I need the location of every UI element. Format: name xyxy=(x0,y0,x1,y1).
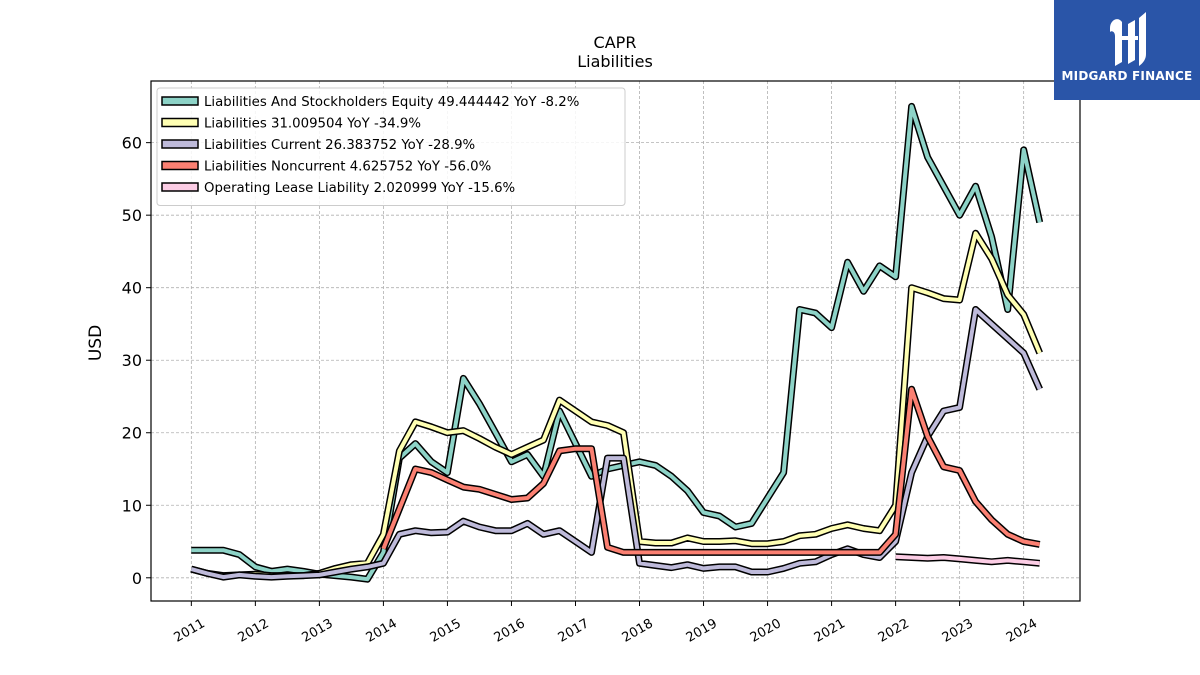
plot-frame xyxy=(150,80,1081,602)
y-tick-label: 60 xyxy=(122,134,142,153)
x-tick-label: 2020 xyxy=(748,616,784,646)
x-tick-label: 2023 xyxy=(940,616,976,646)
legend-label: Liabilities Current 26.383752 YoY -28.9% xyxy=(204,138,475,153)
chart-title: CAPR xyxy=(594,33,637,52)
legend-swatch xyxy=(161,117,199,128)
brand-logo-mark-icon xyxy=(1110,12,1146,66)
x-tick-label: 2024 xyxy=(1004,616,1040,646)
y-tick-label: 40 xyxy=(122,279,142,298)
y-tick-label: 50 xyxy=(122,206,142,225)
x-tick-label: 2017 xyxy=(556,616,592,646)
series-line-outline xyxy=(190,306,1043,581)
legend-label: Liabilities 31.009504 YoY -34.9% xyxy=(204,117,421,132)
series-line xyxy=(895,554,1040,566)
series-line xyxy=(190,307,1042,580)
x-tick-label: 2015 xyxy=(428,616,464,646)
x-tick-label: 2022 xyxy=(876,616,912,646)
legend-label: Operating Lease Liability 2.020999 YoY -… xyxy=(204,181,515,196)
brand-logo: MIDGARD FINANCE xyxy=(1054,0,1200,100)
legend-swatch xyxy=(161,96,199,106)
x-tick-label: 2014 xyxy=(364,616,400,646)
y-tick-label: 10 xyxy=(122,496,142,515)
legend-label: Liabilities And Stockholders Equity 49.4… xyxy=(204,95,579,110)
y-tick-label: 0 xyxy=(132,569,142,588)
legend-box xyxy=(156,87,626,206)
x-tick-label: 2019 xyxy=(684,616,720,646)
brand-logo-text: MIDGARD FINANCE xyxy=(1061,69,1193,83)
legend-label: Liabilities Noncurrent 4.625752 YoY -56.… xyxy=(204,160,491,175)
x-tick-label: 2018 xyxy=(620,616,656,646)
y-tick-label: 30 xyxy=(122,351,142,370)
x-tick-label: 2013 xyxy=(300,616,336,646)
chart-subtitle: Liabilities xyxy=(577,52,653,71)
y-axis-label: USD xyxy=(86,325,106,361)
x-tick-label: 2011 xyxy=(172,616,208,646)
x-tick-label: 2012 xyxy=(236,616,272,646)
legend-swatch xyxy=(161,182,199,192)
plot-lines xyxy=(190,102,1044,583)
y-tick-label: 20 xyxy=(122,424,142,443)
legend: Liabilities And Stockholders Equity 49.4… xyxy=(156,87,626,206)
series-line xyxy=(381,387,1041,555)
legend-swatch xyxy=(161,139,199,149)
legend-swatch xyxy=(161,160,199,171)
x-tick-label: 2016 xyxy=(492,616,528,646)
x-tick-label: 2021 xyxy=(812,616,848,646)
